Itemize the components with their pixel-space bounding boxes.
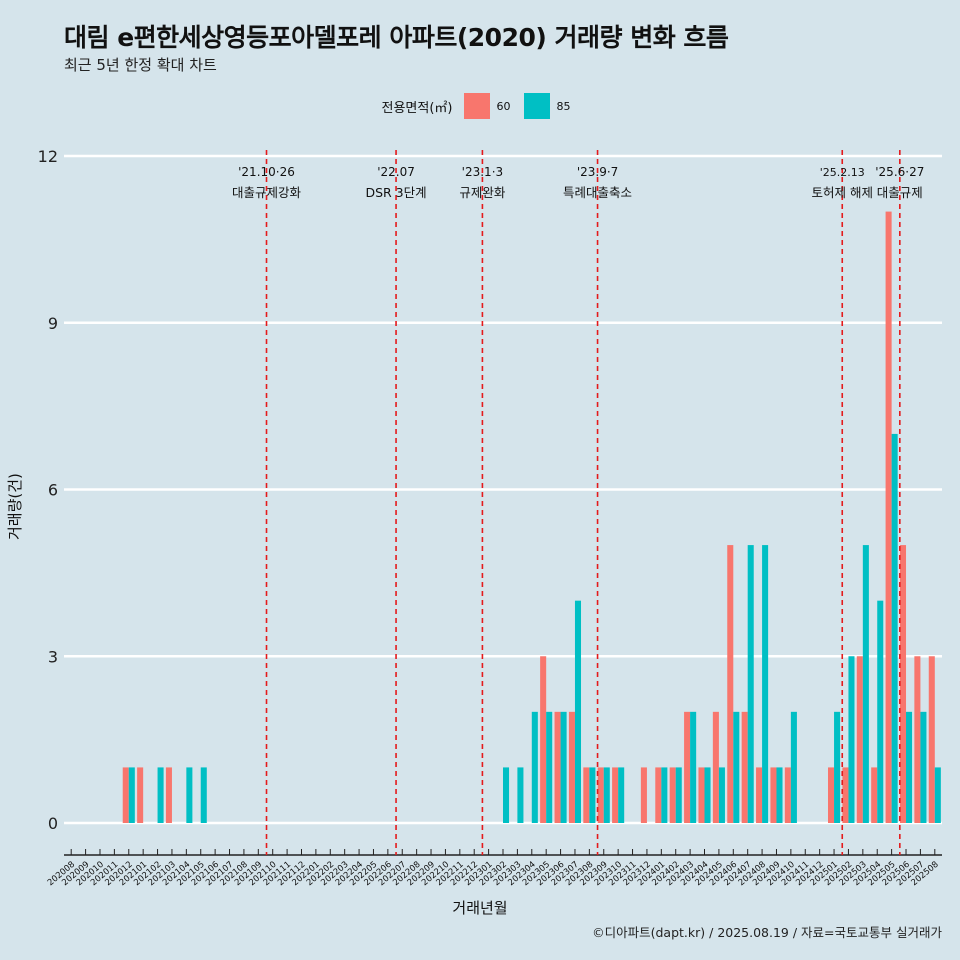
legend-title: 전용면적(㎡) bbox=[381, 100, 453, 116]
bar-85-202503 bbox=[862, 545, 869, 823]
bar-85-202401 bbox=[661, 767, 668, 823]
bar-85-202507 bbox=[920, 711, 927, 823]
bar-60-202505 bbox=[885, 211, 892, 824]
bar-85-202409 bbox=[776, 767, 783, 823]
bar-60-202501 bbox=[828, 767, 835, 823]
bar-85-202302 bbox=[503, 767, 510, 823]
event-date-202207: '22.07 bbox=[377, 165, 415, 179]
event-date-202502: '25.2.13 bbox=[820, 166, 865, 179]
bar-85-202506 bbox=[906, 711, 913, 823]
bar-85-202405 bbox=[718, 767, 725, 823]
bar-85-202402 bbox=[675, 767, 682, 823]
legend-label-60: 60 bbox=[496, 99, 511, 113]
bar-85-202403 bbox=[690, 711, 697, 823]
bar-60-202507 bbox=[914, 656, 921, 823]
bar-85-202307 bbox=[574, 600, 582, 823]
bar-85-202502 bbox=[848, 656, 855, 823]
bar-85-202407 bbox=[747, 545, 754, 823]
bar-85-202309 bbox=[603, 767, 610, 823]
event-label-202506: 대출규제 bbox=[877, 185, 923, 200]
bar-60-202405 bbox=[712, 711, 719, 823]
bar-85-202310 bbox=[618, 767, 625, 823]
bar-60-202404 bbox=[698, 767, 705, 823]
legend-label-85: 85 bbox=[556, 99, 571, 113]
bar-60-202310 bbox=[612, 767, 619, 823]
event-label-202110: 대출규제강화 bbox=[232, 185, 302, 200]
bar-60-202103 bbox=[165, 767, 172, 823]
bar-85-202105 bbox=[200, 767, 207, 823]
bar-85-202410 bbox=[790, 711, 797, 823]
bar-60-202101 bbox=[137, 767, 144, 823]
bar-85-202306 bbox=[560, 711, 567, 823]
y-tick-label-12: 12 bbox=[38, 147, 58, 166]
bar-60-202312 bbox=[640, 767, 647, 823]
bar-85-202505 bbox=[891, 433, 898, 823]
event-date-202110: '21.10·26 bbox=[238, 165, 295, 179]
bar-60-202503 bbox=[856, 656, 863, 823]
bar-60-202502 bbox=[842, 767, 849, 823]
bar-85-202305 bbox=[546, 711, 553, 823]
bar-85-202304 bbox=[531, 711, 538, 823]
bar-60-202308 bbox=[583, 767, 590, 823]
bar-60-202401 bbox=[655, 767, 662, 823]
y-tick-label-9: 9 bbox=[48, 314, 58, 333]
legend: 전용면적(㎡) 60 85 bbox=[0, 93, 960, 119]
event-date-202506: '25.6·27 bbox=[875, 165, 924, 179]
event-label-202309: 특례대출축소 bbox=[563, 185, 632, 200]
bar-60-202306 bbox=[554, 711, 561, 823]
bar-60-202402 bbox=[669, 767, 676, 823]
y-tick-label-6: 6 bbox=[48, 481, 58, 500]
bar-60-202408 bbox=[756, 767, 763, 823]
bar-60-202407 bbox=[741, 711, 748, 823]
bar-60-202305 bbox=[540, 656, 547, 823]
bar-60-202508 bbox=[928, 656, 935, 823]
bar-85-202308 bbox=[589, 767, 596, 823]
y-tick-label-3: 3 bbox=[48, 647, 58, 666]
bar-60-202403 bbox=[684, 711, 691, 823]
bar-60-202307 bbox=[568, 711, 575, 823]
bar-60-202410 bbox=[784, 767, 791, 823]
bar-85-202408 bbox=[762, 545, 769, 823]
bar-60-202504 bbox=[871, 767, 878, 823]
x-axis-label: 거래년월 bbox=[452, 899, 508, 917]
bar-60-202309 bbox=[597, 767, 604, 823]
bar-60-202012 bbox=[122, 767, 129, 823]
legend-swatch-85 bbox=[524, 93, 551, 119]
bar-60-202409 bbox=[770, 767, 777, 823]
bar-60-202506 bbox=[899, 545, 907, 823]
source-caption: ©디아파트(dapt.kr) / 2025.08.19 / 자료=국토교통부 실… bbox=[592, 925, 942, 940]
event-label-202502: 토허제 해제 bbox=[812, 185, 873, 200]
bar-85-202012 bbox=[128, 767, 135, 823]
bar-85-202406 bbox=[733, 711, 740, 823]
event-label-202301: 규제완화 bbox=[459, 185, 506, 200]
bar-85-202501 bbox=[834, 711, 841, 823]
y-axis-label: 거래량(건) bbox=[6, 473, 24, 540]
y-tick-label-0: 0 bbox=[48, 814, 58, 833]
legend-swatch-60 bbox=[464, 93, 491, 119]
bar-85-202303 bbox=[517, 767, 524, 823]
event-date-202301: '23.1·3 bbox=[462, 165, 503, 179]
bar-85-202404 bbox=[704, 767, 711, 823]
event-label-202207: DSR 3단계 bbox=[365, 185, 426, 200]
chart-title: 대림 e편한세상영등포아델포레 아파트(2020) 거래량 변화 흐름 bbox=[64, 23, 729, 52]
bar-85-202508 bbox=[934, 767, 941, 823]
bar-85-202104 bbox=[186, 767, 193, 823]
event-date-202309: '23.9·7 bbox=[577, 165, 618, 179]
bar-85-202102 bbox=[157, 767, 164, 823]
bar-60-202406 bbox=[727, 545, 734, 823]
bar-85-202504 bbox=[877, 600, 884, 823]
chart-subtitle: 최근 5년 한정 확대 차트 bbox=[64, 56, 217, 74]
